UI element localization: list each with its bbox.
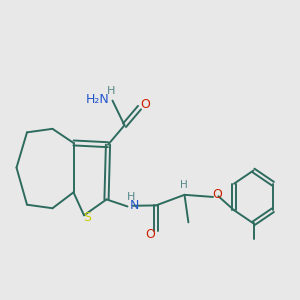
Text: S: S [84,211,92,224]
Text: H: H [127,192,135,202]
Text: O: O [212,188,222,201]
Text: H: H [180,180,188,190]
Text: H: H [107,86,115,96]
Text: O: O [146,227,155,241]
Text: O: O [140,98,150,111]
Text: H₂N: H₂N [86,93,110,106]
Text: N: N [130,199,139,212]
